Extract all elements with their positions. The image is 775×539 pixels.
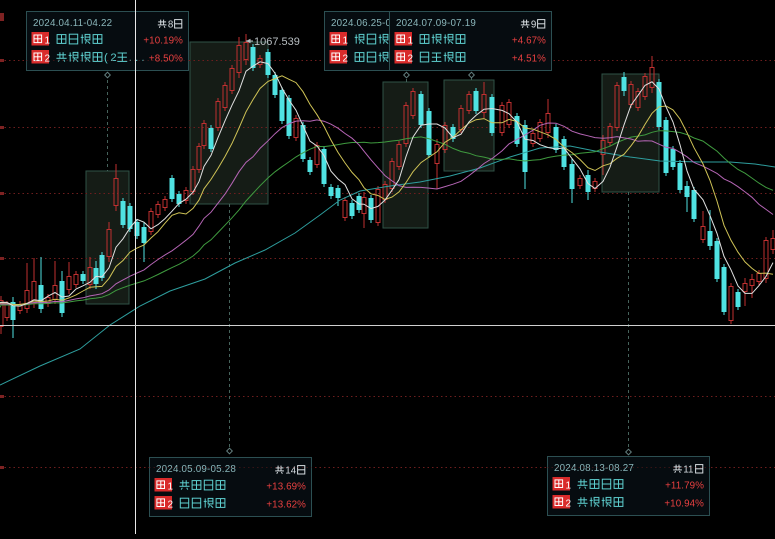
svg-text:2024.08.13-08.27: 2024.08.13-08.27 — [554, 463, 634, 474]
svg-text:.: . — [142, 52, 145, 64]
svg-text:+10.94%: +10.94% — [664, 499, 704, 510]
svg-text:9: 9 — [531, 20, 536, 31]
svg-text:14: 14 — [285, 466, 296, 477]
svg-text:2: 2 — [343, 54, 349, 65]
svg-text:2024.04.11-04.22: 2024.04.11-04.22 — [33, 18, 112, 29]
svg-text:8: 8 — [168, 20, 174, 31]
svg-text:+8.50%: +8.50% — [149, 54, 183, 65]
svg-text:2: 2 — [168, 500, 174, 511]
svg-text:2: 2 — [45, 54, 51, 65]
svg-text:2: 2 — [110, 52, 116, 64]
svg-text:(: ( — [104, 52, 108, 64]
svg-text:+4.67%: +4.67% — [512, 36, 546, 47]
svg-text:.: . — [129, 52, 132, 64]
svg-text:1: 1 — [45, 36, 51, 47]
svg-text:11: 11 — [683, 465, 693, 476]
svg-text:.: . — [135, 52, 138, 64]
svg-text:1: 1 — [408, 36, 414, 47]
svg-text:+10.19%: +10.19% — [143, 36, 183, 47]
svg-text:2024.07.09-07.19: 2024.07.09-07.19 — [396, 18, 476, 29]
svg-text:2024.06.25-07.08: 2024.06.25-07.08 — [331, 18, 411, 29]
svg-text:1: 1 — [168, 482, 174, 493]
svg-text:+11.79%: +11.79% — [665, 481, 704, 492]
svg-text:2024.05.09-05.28: 2024.05.09-05.28 — [156, 464, 236, 475]
svg-text:+4.51%: +4.51% — [512, 54, 546, 65]
svg-text:2: 2 — [566, 499, 572, 510]
svg-text:1067.539: 1067.539 — [254, 36, 300, 48]
svg-text:1: 1 — [566, 481, 572, 492]
svg-text:+13.62%: +13.62% — [266, 500, 306, 511]
svg-text:1: 1 — [343, 36, 349, 47]
svg-text:2: 2 — [408, 54, 414, 65]
svg-text:+13.69%: +13.69% — [266, 482, 306, 493]
